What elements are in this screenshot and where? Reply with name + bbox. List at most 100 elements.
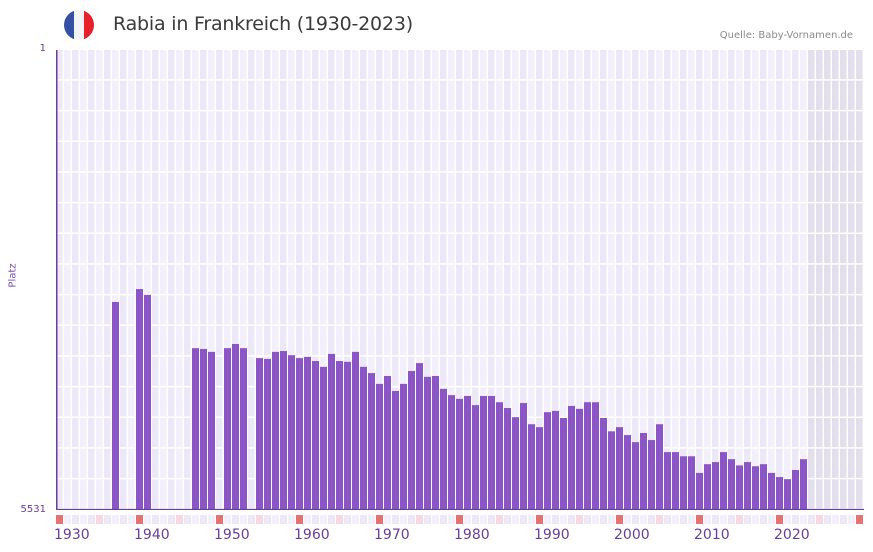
bar-1974	[408, 371, 415, 510]
bar-1966	[344, 361, 351, 510]
bar-2018	[760, 464, 767, 510]
bar-1940	[136, 289, 143, 510]
year-marker-strip	[56, 515, 863, 524]
bar-1958	[280, 351, 287, 510]
bar-2001	[624, 435, 631, 510]
y-axis-bottom-label: 5531	[20, 504, 46, 515]
bar-1965	[336, 361, 343, 510]
bar-1991	[544, 412, 551, 510]
bar-2016	[744, 462, 751, 510]
bar-1999	[608, 431, 615, 510]
bar-1996	[584, 402, 591, 510]
bar-1953	[240, 348, 247, 510]
bar-1980	[456, 398, 463, 510]
bar-1964	[328, 353, 335, 510]
y-axis-title: Platz	[7, 263, 19, 288]
bar-1960	[296, 358, 303, 510]
bar-2013	[720, 452, 727, 510]
x-tick-label: 2000	[614, 527, 650, 543]
bar-1955	[256, 358, 263, 510]
bar-1984	[488, 395, 495, 510]
bar-2004	[648, 440, 655, 510]
bar-1988	[520, 403, 527, 510]
bar-2011	[704, 464, 711, 510]
bar-1978	[440, 388, 447, 510]
bar-1957	[272, 351, 279, 510]
x-tick-label: 1930	[54, 527, 90, 543]
bar-2002	[632, 442, 639, 510]
bar-2006	[664, 452, 671, 510]
bar-1986	[504, 408, 511, 510]
bar-1968	[360, 366, 367, 510]
bar-2015	[736, 465, 743, 510]
bar-1975	[416, 363, 423, 510]
bar-2007	[672, 452, 679, 510]
x-tick-label: 1940	[134, 527, 170, 543]
bar-1952	[232, 343, 239, 510]
bar-1994	[568, 405, 575, 510]
bar-1970	[376, 383, 383, 510]
x-tick-label: 2010	[694, 527, 730, 543]
bar-2021	[784, 479, 791, 510]
bar-1982	[472, 405, 479, 510]
bar-1969	[368, 373, 375, 510]
source-label: Quelle: Baby-Vornamen.de	[719, 30, 853, 41]
bar-1949	[208, 351, 215, 510]
bar-1959	[288, 355, 295, 510]
bar-1956	[264, 358, 271, 510]
bar-1937	[112, 301, 119, 510]
bar-1987	[512, 417, 519, 510]
bar-1972	[392, 390, 399, 510]
bar-1963	[320, 366, 327, 510]
bar-1992	[552, 410, 559, 510]
bar-2022	[792, 469, 799, 510]
bar-1967	[352, 351, 359, 510]
bar-2019	[768, 472, 775, 510]
bar-2023	[800, 459, 807, 510]
bar-1973	[400, 383, 407, 510]
bar-1947	[192, 348, 199, 510]
bar-2014	[728, 459, 735, 510]
y-axis-top-label: 1	[39, 43, 46, 54]
bar-1981	[464, 395, 471, 510]
bar-2000	[616, 427, 623, 510]
bar-2017	[752, 466, 759, 510]
x-tick-label: 1990	[534, 527, 570, 543]
x-tick-label: 1980	[454, 527, 490, 543]
bar-2008	[680, 456, 687, 510]
x-tick-label: 1950	[214, 527, 250, 543]
bar-1985	[496, 402, 503, 510]
bar-2010	[696, 472, 703, 510]
bar-1971	[384, 375, 391, 510]
x-tick-label: 1970	[374, 527, 410, 543]
france-flag-icon	[64, 10, 94, 40]
bar-chart	[56, 50, 864, 510]
bar-1979	[448, 395, 455, 510]
bar-1995	[576, 408, 583, 510]
bar-1983	[480, 395, 487, 510]
bar-1990	[536, 427, 543, 510]
bar-2005	[656, 424, 663, 510]
bar-1948	[200, 348, 207, 510]
flag-stripe-white	[74, 10, 84, 40]
x-tick-label: 2020	[774, 527, 810, 543]
bar-1941	[144, 294, 151, 510]
bar-1976	[424, 376, 431, 510]
flag-stripe-red	[84, 10, 94, 40]
bar-1962	[312, 361, 319, 510]
flag-stripe-blue	[64, 10, 74, 40]
bar-2003	[640, 432, 647, 510]
bar-2012	[712, 462, 719, 510]
bar-1997	[592, 402, 599, 510]
bar-2009	[688, 456, 695, 510]
bar-1951	[224, 348, 231, 510]
bar-1998	[600, 418, 607, 510]
bar-1989	[528, 424, 535, 510]
bar-2020	[776, 477, 783, 510]
bar-1961	[304, 356, 311, 510]
plot-area	[56, 50, 864, 510]
chart-title: Rabia in Frankreich (1930-2023)	[113, 13, 413, 35]
x-tick-label: 1960	[294, 527, 330, 543]
bar-1993	[560, 418, 567, 510]
x-axis-marker-strip	[56, 510, 864, 524]
